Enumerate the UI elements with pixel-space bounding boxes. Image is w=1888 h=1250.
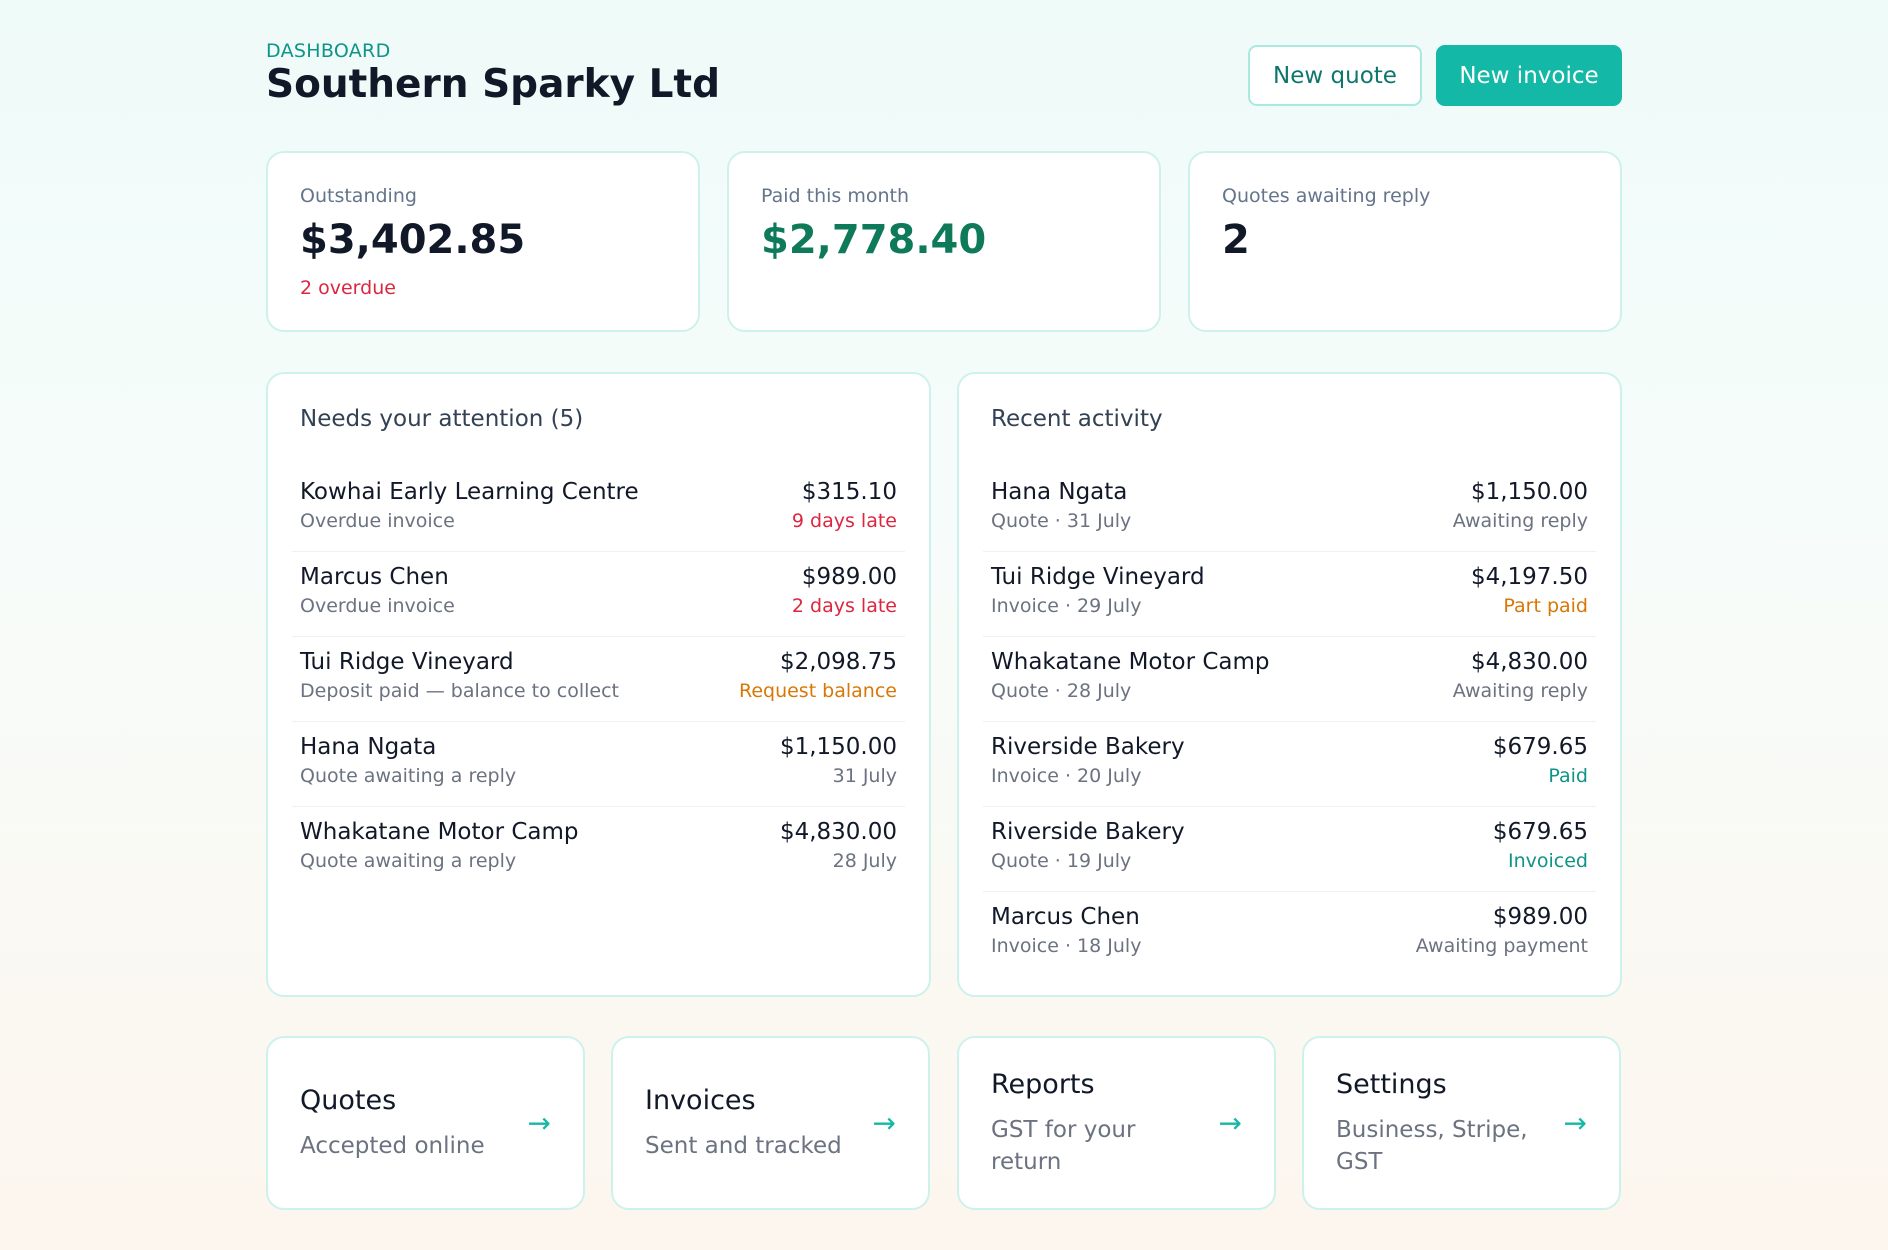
item-type-date: Invoice · 29 July — [991, 595, 1142, 617]
client-name: Riverside Bakery — [991, 734, 1185, 760]
item-type-date: Quote · 19 July — [991, 850, 1132, 872]
client-name: Whakatane Motor Camp — [300, 819, 579, 845]
item-status: Awaiting reply — [1452, 680, 1588, 702]
nav-card-title: Reports — [991, 1068, 1095, 1100]
item-amount: $315.10 — [801, 479, 897, 505]
client-name: Whakatane Motor Camp — [991, 649, 1270, 675]
kpi-label: Quotes awaiting reply — [1222, 185, 1431, 207]
nav-card-settings[interactable]: Settings Business, Stripe, GST → — [1302, 1036, 1621, 1210]
item-date: 31 July — [832, 765, 897, 787]
item-description: Overdue invoice — [300, 510, 455, 532]
item-description: Deposit paid — balance to collect — [300, 680, 619, 702]
page-header: DASHBOARD Southern Sparky Ltd New quote … — [266, 40, 1622, 110]
attention-item[interactable]: Hana Ngata Quote awaiting a reply $1,150… — [292, 722, 905, 807]
client-name: Marcus Chen — [991, 904, 1140, 930]
kpi-overdue-note: 2 overdue — [300, 277, 396, 299]
item-amount: $989.00 — [801, 564, 897, 590]
attention-item[interactable]: Kowhai Early Learning Centre Overdue inv… — [292, 467, 905, 552]
item-status: 2 days late — [791, 595, 897, 617]
new-quote-button[interactable]: New quote — [1248, 45, 1422, 106]
nav-card-text: Settings Business, Stripe, GST — [1336, 1038, 1556, 1208]
item-status: Awaiting reply — [1452, 510, 1588, 532]
activity-list: Hana Ngata Quote · 31 July $1,150.00 Awa… — [983, 467, 1596, 977]
nav-card-text: Invoices Sent and tracked — [645, 1038, 865, 1208]
page-eyebrow: DASHBOARD — [266, 40, 391, 62]
client-name: Hana Ngata — [300, 734, 437, 760]
item-description: Quote awaiting a reply — [300, 765, 517, 787]
item-type-date: Quote · 31 July — [991, 510, 1132, 532]
item-status: Paid — [1548, 765, 1588, 787]
item-amount: $4,830.00 — [1470, 649, 1588, 675]
nav-card-subtitle: Sent and tracked — [645, 1132, 842, 1159]
item-description: Quote awaiting a reply — [300, 850, 517, 872]
item-amount: $2,098.75 — [779, 649, 897, 675]
nav-card-reports[interactable]: Reports GST for your return → — [957, 1036, 1276, 1210]
activity-panel-title: Recent activity — [991, 406, 1163, 432]
arrow-right-icon: → — [1563, 1106, 1587, 1140]
kpi-value: 2 — [1222, 217, 1250, 263]
nav-card-text: Quotes Accepted online — [300, 1038, 520, 1208]
nav-card-text: Reports GST for your return — [991, 1038, 1211, 1208]
activity-item[interactable]: Marcus Chen Invoice · 18 July $989.00 Aw… — [983, 892, 1596, 977]
nav-card-title: Settings — [1336, 1068, 1447, 1100]
item-amount: $4,830.00 — [779, 819, 897, 845]
kpi-value: $3,402.85 — [300, 217, 526, 263]
new-invoice-button[interactable]: New invoice — [1436, 45, 1622, 106]
nav-card-subtitle: Business, Stripe, GST — [1336, 1116, 1528, 1175]
client-name: Hana Ngata — [991, 479, 1128, 505]
nav-card-title: Quotes — [300, 1084, 397, 1116]
page-title: Southern Sparky Ltd — [266, 62, 720, 107]
arrow-right-icon: → — [1218, 1106, 1242, 1140]
kpi-label: Paid this month — [761, 185, 910, 207]
kpi-card-quotes-awaiting: Quotes awaiting reply 2 — [1188, 151, 1622, 332]
attention-item[interactable]: Tui Ridge Vineyard Deposit paid — balanc… — [292, 637, 905, 722]
item-description: Overdue invoice — [300, 595, 455, 617]
item-amount: $4,197.50 — [1470, 564, 1588, 590]
arrow-right-icon: → — [872, 1106, 896, 1140]
attention-panel: Needs your attention (5) Kowhai Early Le… — [266, 372, 931, 997]
client-name: Kowhai Early Learning Centre — [300, 479, 639, 505]
activity-item[interactable]: Riverside Bakery Invoice · 20 July $679.… — [983, 722, 1596, 807]
kpi-card-outstanding: Outstanding $3,402.85 2 overdue — [266, 151, 700, 332]
item-type-date: Invoice · 20 July — [991, 765, 1142, 787]
nav-card-invoices[interactable]: Invoices Sent and tracked → — [611, 1036, 930, 1210]
item-amount: $1,150.00 — [779, 734, 897, 760]
item-date: 28 July — [832, 850, 897, 872]
activity-panel: Recent activity Hana Ngata Quote · 31 Ju… — [957, 372, 1622, 997]
nav-card-quotes[interactable]: Quotes Accepted online → — [266, 1036, 585, 1210]
activity-item[interactable]: Riverside Bakery Quote · 19 July $679.65… — [983, 807, 1596, 892]
item-amount: $679.65 — [1492, 819, 1588, 845]
nav-card-title: Invoices — [645, 1084, 756, 1116]
item-status: 9 days late — [791, 510, 897, 532]
activity-item[interactable]: Tui Ridge Vineyard Invoice · 29 July $4,… — [983, 552, 1596, 637]
item-amount: $1,150.00 — [1470, 479, 1588, 505]
item-amount: $989.00 — [1492, 904, 1588, 930]
request-balance-link[interactable]: Request balance — [738, 680, 897, 702]
activity-item[interactable]: Whakatane Motor Camp Quote · 28 July $4,… — [983, 637, 1596, 722]
item-type-date: Quote · 28 July — [991, 680, 1132, 702]
client-name: Tui Ridge Vineyard — [991, 564, 1205, 590]
item-status: Part paid — [1503, 595, 1588, 617]
nav-card-subtitle: Accepted online — [300, 1132, 485, 1159]
arrow-right-icon: → — [527, 1106, 551, 1140]
client-name: Riverside Bakery — [991, 819, 1185, 845]
nav-card-subtitle: GST for your return — [991, 1116, 1136, 1175]
attention-panel-title: Needs your attention (5) — [300, 406, 584, 432]
client-name: Tui Ridge Vineyard — [300, 649, 514, 675]
kpi-value: $2,778.40 — [761, 217, 987, 263]
item-type-date: Invoice · 18 July — [991, 935, 1142, 957]
item-status: Invoiced — [1508, 850, 1588, 872]
item-amount: $679.65 — [1492, 734, 1588, 760]
kpi-label: Outstanding — [300, 185, 417, 207]
attention-item[interactable]: Marcus Chen Overdue invoice $989.00 2 da… — [292, 552, 905, 637]
item-status: Awaiting payment — [1415, 935, 1588, 957]
attention-list: Kowhai Early Learning Centre Overdue inv… — [292, 467, 905, 892]
kpi-card-paid-this-month: Paid this month $2,778.40 — [727, 151, 1161, 332]
client-name: Marcus Chen — [300, 564, 449, 590]
activity-item[interactable]: Hana Ngata Quote · 31 July $1,150.00 Awa… — [983, 467, 1596, 552]
attention-item[interactable]: Whakatane Motor Camp Quote awaiting a re… — [292, 807, 905, 892]
